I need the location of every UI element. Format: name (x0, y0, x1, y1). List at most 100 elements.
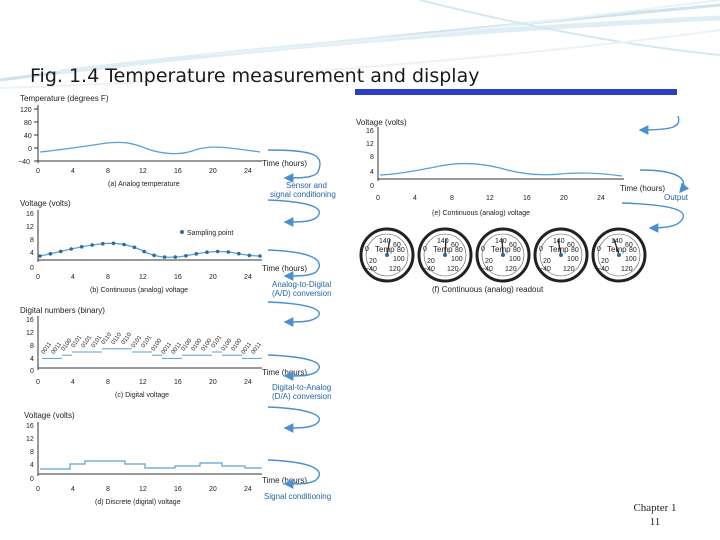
sampling-point (173, 255, 178, 259)
step-sensor-line1: Sensor and (286, 181, 327, 190)
panel-c-xtick-4: 4 (71, 379, 75, 386)
binary-code-label: 0011 (251, 341, 264, 356)
panel-b-xtick-8: 8 (106, 274, 110, 281)
panel-b-xtick-24: 24 (244, 274, 252, 281)
flow-arrow-7 (267, 459, 321, 489)
gauge-hub (385, 253, 389, 257)
panel-c-xtick-0: 0 (36, 379, 40, 386)
gauge-dial-number: 100 (393, 256, 405, 263)
gauge-hub (617, 253, 621, 257)
panel-c-ytick-4: 4 (30, 356, 34, 363)
gauge-dial-number: 0 (365, 246, 369, 253)
sampling-point (258, 254, 262, 258)
footer-page-number: 11 (649, 516, 661, 528)
gauge-dial-number: 0 (423, 246, 427, 253)
panel-d-ytick-0: 0 (30, 476, 34, 483)
slide-title: Fig. 1.4 Temperature measurement and dis… (30, 65, 480, 87)
panel-e-ytick-8: 8 (370, 154, 374, 161)
gauge-dial-number: 120 (447, 266, 459, 273)
panel-e-xlabel: Time (hours) (620, 184, 665, 193)
panel-b-ytick-8: 8 (30, 237, 34, 244)
panel-b-xtick-4: 4 (71, 274, 75, 281)
gauge-dial-number: −40 (539, 266, 551, 273)
sampling-point (205, 250, 209, 254)
panel-d-xtick-12: 12 (139, 486, 147, 493)
gauge-dial-number: 80 (397, 247, 405, 254)
panel-a-ytick-0: 0 (28, 146, 32, 153)
gauge-dial-number: 60 (509, 242, 517, 249)
sampling-point (38, 254, 42, 258)
panel-c-ytick-16: 16 (26, 317, 34, 324)
gauge-needle (613, 238, 620, 256)
flow-arrow-2 (267, 199, 321, 227)
step-ad-line2: (A/D) conversion (272, 289, 332, 298)
panel-e-xtick-0: 0 (376, 195, 380, 202)
panel-b-caption: (b) Continuous (analog) voltage (90, 287, 188, 294)
flow-arrow-3 (267, 249, 321, 281)
flow-arrow-4 (267, 301, 321, 327)
panel-b-xtick-12: 12 (139, 274, 147, 281)
sampling-point (59, 249, 63, 254)
panel-e-ylabel: Voltage (volts) (356, 118, 407, 127)
panel-a: Temperature (degrees F) 120 80 40 0 −40 … (18, 94, 307, 188)
panel-e-xtick-12: 12 (486, 195, 494, 202)
flow-arrow-1 (267, 149, 321, 183)
gauge-dial-number: 120 (505, 266, 517, 273)
panel-d-xtick-0: 0 (36, 486, 40, 493)
gauge-face (539, 233, 583, 277)
gauge-hub (501, 253, 505, 257)
panel-a-xtick-4: 4 (71, 168, 75, 175)
panel-e-curve (379, 162, 623, 177)
panel-e-ytick-16: 16 (366, 128, 374, 135)
gauge-dial-number: 20 (601, 258, 609, 265)
panel-b-curve (39, 242, 261, 258)
panel-a-xtick-24: 24 (244, 168, 252, 175)
binary-codes: 0011001101000101010101010110011001100101… (41, 331, 264, 359)
gauge-temp-label: Temp (375, 245, 395, 254)
gauge-dial-number: 80 (629, 247, 637, 254)
sampling-point (69, 247, 73, 251)
panel-c: Digital numbers (binary) 16 12 8 4 0 0 4… (20, 306, 307, 399)
gauge-dial-number: 120 (389, 266, 401, 273)
panel-a-xtick-8: 8 (106, 168, 110, 175)
flow-arrow-6 (267, 406, 321, 433)
panel-b-ytick-4: 4 (30, 250, 34, 257)
sampling-point (90, 243, 94, 247)
gauge-temp-label: Temp (549, 245, 569, 254)
gauge-dial-number: 100 (567, 256, 579, 263)
panel-c-ytick-12: 12 (26, 330, 34, 337)
sampling-points (38, 241, 262, 259)
panel-e-ytick-0: 0 (370, 183, 374, 190)
sampling-point (247, 253, 252, 258)
gauge-face (423, 233, 467, 277)
sampling-point-label: Sampling point (187, 230, 233, 237)
gauge-dial-number: 60 (567, 242, 575, 249)
gauge-dial-number: −40 (481, 266, 493, 273)
panel-c-xtick-24: 24 (244, 379, 252, 386)
panel-a-ytick-120: 120 (20, 107, 32, 114)
slide-footer: Chapter 1 11 (612, 501, 698, 529)
panel-d-xtick-20: 20 (209, 486, 217, 493)
gauge-dial-number: 120 (621, 266, 633, 273)
sampling-point (237, 251, 241, 256)
gauge-face (481, 233, 525, 277)
gauge-dial-number: −40 (365, 266, 377, 273)
panel-c-caption: (c) Digital voltage (115, 392, 169, 399)
gauge-dial-number: 60 (625, 242, 633, 249)
panel-e-caption: (e) Continuous (analog) voltage (432, 210, 530, 217)
step-output: Output (664, 193, 689, 202)
gauge-dial-number: 120 (563, 266, 575, 273)
step-sensor-line2: signal conditioning (270, 190, 336, 199)
panel-d-xtick-4: 4 (71, 486, 75, 493)
panel-d-xtick-8: 8 (106, 486, 110, 493)
footer-chapter: Chapter 1 (633, 502, 677, 514)
gauge-dial-number: 60 (451, 242, 459, 249)
sampling-point (184, 254, 188, 258)
sampling-point (101, 241, 105, 246)
panel-b-ylabel: Voltage (volts) (20, 199, 71, 208)
panel-a-xtick-0: 0 (36, 168, 40, 175)
